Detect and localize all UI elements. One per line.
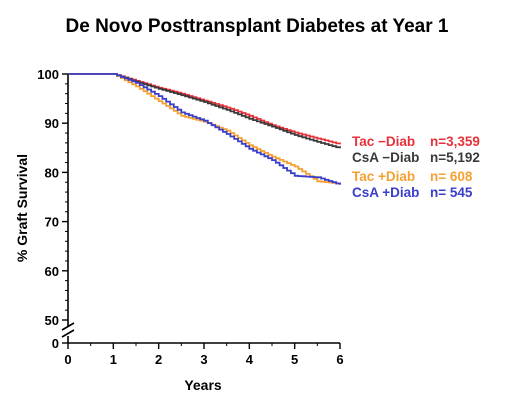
legend-n: n= 608: [430, 169, 473, 184]
y-tick-label: 80: [45, 165, 59, 180]
legend-n: n=3,359: [430, 134, 480, 149]
x-tick-label: 2: [155, 352, 162, 367]
axis-break-mark: [61, 322, 75, 331]
x-tick-label: 3: [200, 352, 207, 367]
x-tick-label: 5: [291, 352, 298, 367]
legend-label: CsA −Diab: [352, 150, 419, 165]
axis-break-mark: [61, 329, 75, 338]
series-line-0: [68, 73, 341, 145]
axes: 0 50 60 70 80 90 100 0 1 2 3 4 5 6: [37, 67, 343, 367]
y-tick-label: 60: [45, 264, 59, 279]
legend-label: Tac −Diab: [352, 134, 415, 149]
legend-label: Tac +Diab: [352, 169, 415, 184]
legend-n: n=5,192: [430, 150, 480, 165]
x-tick-label: 6: [336, 352, 343, 367]
series-line-3: [68, 73, 341, 185]
chart-title: De Novo Posttransplant Diabetes at Year …: [66, 16, 449, 37]
legend-n: n= 545: [430, 185, 473, 200]
x-tick-label: 0: [64, 352, 71, 367]
plot-area: [68, 73, 341, 185]
y-tick-label: 100: [37, 67, 59, 82]
series-line-2: [68, 73, 341, 185]
series-line-1: [68, 73, 341, 149]
x-tick-label: 4: [246, 352, 254, 367]
x-tick-label: 1: [110, 352, 117, 367]
y-axis-label: % Graft Survival: [14, 154, 30, 262]
legend: Tac −Diab n=3,359 CsA −Diab n=5,192 Tac +Dia…: [352, 134, 480, 200]
y-tick-label: 50: [45, 313, 59, 328]
y-tick-label: 0: [52, 336, 59, 351]
y-tick-label: 90: [45, 116, 59, 131]
legend-label: CsA +Diab: [352, 185, 419, 200]
y-tick-label: 70: [45, 215, 59, 230]
x-axis-label: Years: [184, 377, 222, 393]
